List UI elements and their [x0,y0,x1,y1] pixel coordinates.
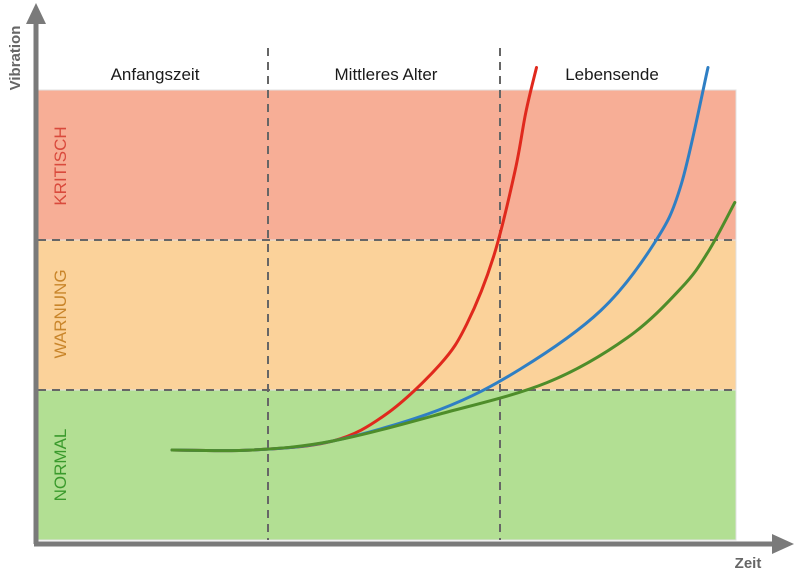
y-axis-arrow [26,3,46,24]
zone-label-warnung: WARNUNG [51,269,70,358]
phase-label-lebensende: Lebensende [565,65,659,84]
zone-kritisch [37,89,737,241]
zones [37,89,737,541]
y-axis-label: Vibration [7,26,24,91]
zone-warnung [37,239,737,391]
axes [26,3,794,554]
phase-label-anfangszeit: Anfangszeit [111,65,200,84]
grid [38,48,736,540]
curve-green [170,201,737,453]
x-axis-label: Zeit [735,555,762,572]
zone-label-kritisch: KRITISCH [51,126,70,205]
phase-label-mittleres-alter: Mittleres Alter [335,65,438,84]
zone-label-normal: NORMAL [51,429,70,502]
curves [170,66,737,453]
x-axis-arrow [772,534,794,554]
